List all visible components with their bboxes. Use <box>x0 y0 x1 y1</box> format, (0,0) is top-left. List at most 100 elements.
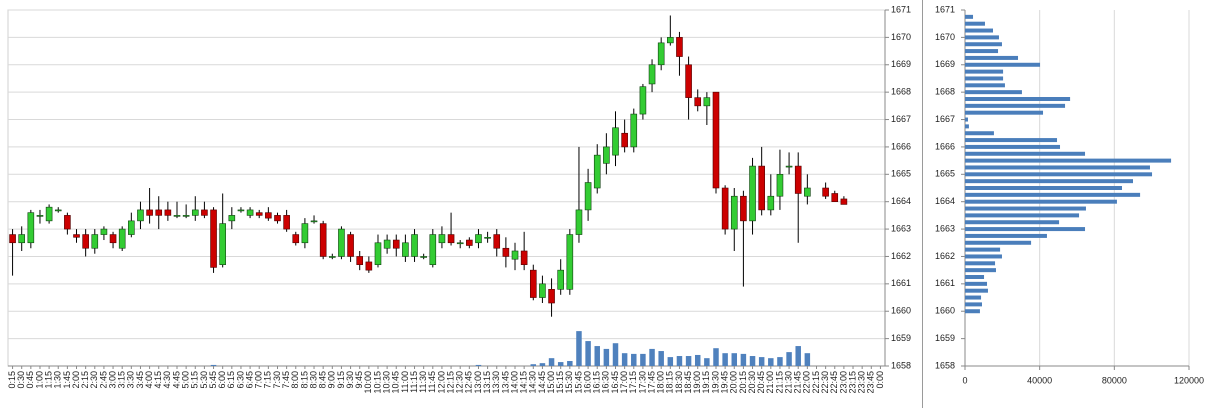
candle-body <box>319 223 327 257</box>
profile-bar <box>965 55 1019 60</box>
x-tick-label: 0:30 <box>16 371 26 389</box>
volume-bar <box>539 363 546 366</box>
x-tick-label: 18:00 <box>656 371 666 394</box>
candle-body <box>292 234 300 244</box>
candle-body <box>128 220 135 235</box>
profile-bar <box>965 76 1004 81</box>
candle-body <box>301 223 309 244</box>
volume-bar <box>649 348 655 366</box>
x-tick-label: 7:15 <box>263 371 273 389</box>
volume-bar <box>777 357 783 366</box>
y-tick-label: 1662 <box>935 251 955 261</box>
x-tick-label: 3:30 <box>126 371 136 389</box>
x-tick-label: 5:15 <box>190 371 200 389</box>
candle-body <box>201 209 208 216</box>
x-tick-label: 6:00 <box>217 371 227 389</box>
candle-body <box>374 242 382 265</box>
x-tick-label: 19:00 <box>692 371 702 394</box>
y-tick-label: 1667 <box>891 114 911 124</box>
volume-bar <box>621 353 628 366</box>
x-tick-label: 9:15 <box>336 371 346 389</box>
candle-body <box>694 97 702 107</box>
candle-body <box>822 187 829 197</box>
candle-body <box>274 215 281 222</box>
candle-body <box>228 215 236 222</box>
volume-bar <box>557 362 564 366</box>
candle-body <box>146 209 153 216</box>
candle-body <box>557 269 564 290</box>
volume-bar <box>585 341 591 366</box>
candle-body <box>246 209 254 216</box>
y-tick-label: 1661 <box>935 278 955 288</box>
profile-bar <box>965 288 988 293</box>
profile-bar <box>965 110 1044 115</box>
y-tick-label: 1666 <box>935 141 955 151</box>
volume-bar <box>667 357 674 366</box>
candle-body <box>475 234 482 244</box>
profile-bar <box>965 165 1150 170</box>
profile-bar <box>965 186 1122 190</box>
volume-bar <box>768 358 774 366</box>
x-tick-label: 0:15 <box>7 371 17 389</box>
y-tick-label: 1661 <box>891 278 911 288</box>
x-tick-label: 20:00 <box>729 371 739 394</box>
y-tick-label: 1668 <box>935 87 955 97</box>
candle-body <box>164 209 172 216</box>
candle-body <box>283 215 290 230</box>
x-tick-label: 20:30 <box>747 371 757 394</box>
x-tick-label: 21:30 <box>783 371 793 394</box>
x-tick-label: 17:30 <box>637 371 647 394</box>
y-tick-label: 1671 <box>891 4 911 14</box>
profile-bar <box>965 138 1058 143</box>
x-tick-label: 0 <box>962 375 967 385</box>
candle-body <box>45 206 53 222</box>
x-tick-label: 13:45 <box>500 371 510 394</box>
x-tick-label: 5:00 <box>181 371 191 389</box>
profile-bar <box>965 28 993 33</box>
x-tick-label: 19:45 <box>720 371 730 394</box>
candle-body <box>639 86 647 115</box>
profile-bar <box>965 158 1172 163</box>
y-tick-label: 1663 <box>935 223 955 233</box>
candle-body <box>82 234 89 249</box>
x-tick-label: 40000 <box>1027 375 1052 385</box>
x-tick-label: 9:45 <box>354 371 364 389</box>
x-tick-label: 14:30 <box>528 371 538 394</box>
volume-bar <box>786 352 792 366</box>
x-tick-label: 16:30 <box>601 371 611 394</box>
profile-bar <box>965 309 980 314</box>
candle-body <box>831 193 839 202</box>
candle-body <box>265 212 272 219</box>
candle-body <box>173 215 181 217</box>
candle-body <box>730 195 738 230</box>
candle-body <box>840 198 848 205</box>
candle-body <box>529 269 537 298</box>
x-tick-label: 8:00 <box>290 371 300 389</box>
x-tick-label: 4:45 <box>171 371 181 389</box>
x-tick-label: 11:15 <box>409 371 419 393</box>
volume-bar <box>758 357 765 366</box>
profile-bar <box>965 213 1080 218</box>
candle-body <box>593 154 601 189</box>
y-tick-label: 1659 <box>891 333 911 343</box>
candle-body <box>210 209 217 268</box>
volume-bar <box>804 353 811 366</box>
candle-body <box>511 250 519 260</box>
x-tick-label: 10:15 <box>372 371 382 394</box>
y-tick-label: 1663 <box>891 223 911 233</box>
candle-body <box>794 165 802 194</box>
x-tick-label: 7:45 <box>281 371 291 389</box>
x-tick-label: 18:15 <box>665 371 675 394</box>
x-tick-label: 23:45 <box>866 371 876 394</box>
volume-bar <box>567 361 573 366</box>
x-tick-label: 22:00 <box>802 371 812 394</box>
candle-body <box>182 215 190 217</box>
x-tick-label: 4:15 <box>153 371 163 389</box>
profile-bar <box>965 179 1133 184</box>
profile-bar <box>965 281 988 286</box>
profile-bar <box>965 275 985 279</box>
candle-body <box>566 234 574 290</box>
candle-body <box>740 195 747 222</box>
candle-body <box>447 234 455 244</box>
candle-body <box>411 234 418 257</box>
